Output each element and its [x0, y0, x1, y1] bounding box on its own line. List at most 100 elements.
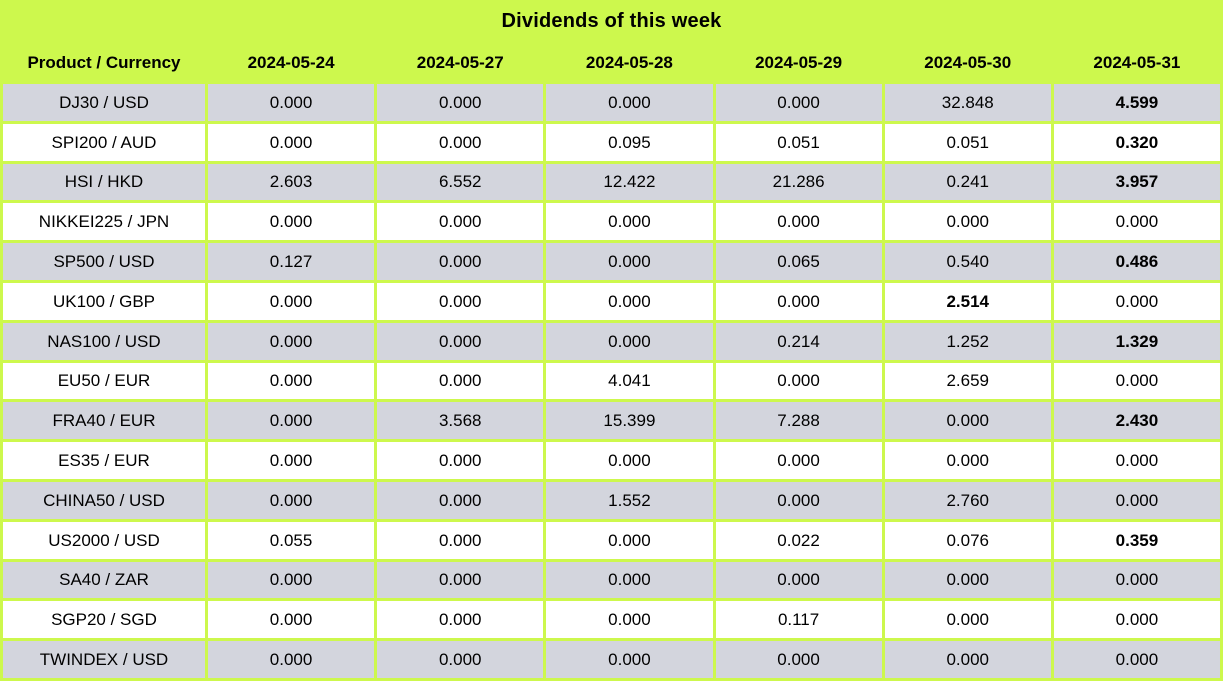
value-cell: 0.000	[884, 203, 1051, 241]
value-cell: 4.599	[1053, 84, 1220, 121]
value-cell: 0.320	[1053, 123, 1220, 161]
product-cell: DJ30 / USD	[3, 84, 205, 121]
value-cell: 0.000	[377, 481, 544, 519]
value-cell: 0.000	[1053, 203, 1220, 241]
value-cell: 0.000	[884, 641, 1051, 678]
date-column-header-4: 2024-05-30	[924, 53, 1012, 72]
product-cell: NIKKEI225 / JPN	[3, 203, 205, 241]
value-cell: 0.000	[1053, 362, 1220, 400]
value-cell: 0.000	[208, 362, 375, 400]
value-cell: 0.000	[377, 84, 544, 121]
value-cell: 0.000	[377, 641, 544, 678]
value-cell: 7.288	[715, 402, 882, 440]
value-cell: 0.076	[884, 521, 1051, 559]
value-cell: 0.486	[1053, 243, 1220, 280]
table-header-row: Product / Currency 2024-05-24 2024-05-27 20…	[0, 42, 1223, 84]
value-cell: 2.603	[208, 163, 375, 201]
value-cell: 21.286	[715, 163, 882, 201]
product-cell: HSI / HKD	[3, 163, 205, 201]
date-column-header-3: 2024-05-29	[755, 53, 843, 72]
value-cell: 0.022	[715, 521, 882, 559]
value-cell: 3.568	[377, 402, 544, 440]
value-cell: 0.000	[208, 402, 375, 440]
value-cell: 0.000	[715, 481, 882, 519]
product-cell: US2000 / USD	[3, 521, 205, 559]
value-cell: 0.000	[1053, 481, 1220, 519]
value-cell: 2.430	[1053, 402, 1220, 440]
product-cell: FRA40 / EUR	[3, 402, 205, 440]
value-cell: 0.000	[377, 521, 544, 559]
value-cell: 6.552	[377, 163, 544, 201]
value-cell: 0.000	[377, 561, 544, 599]
value-cell: 0.051	[884, 123, 1051, 161]
value-cell: 0.000	[1053, 641, 1220, 678]
value-cell: 32.848	[884, 84, 1051, 121]
value-cell: 0.000	[715, 362, 882, 400]
product-cell: SPI200 / AUD	[3, 123, 205, 161]
product-cell: SP500 / USD	[3, 243, 205, 280]
value-cell: 0.000	[884, 402, 1051, 440]
value-cell: 0.000	[546, 282, 713, 320]
value-cell: 1.252	[884, 322, 1051, 360]
date-column-header-5: 2024-05-31	[1093, 53, 1181, 72]
value-cell: 0.055	[208, 521, 375, 559]
value-cell: 0.000	[208, 282, 375, 320]
product-cell: EU50 / EUR	[3, 362, 205, 400]
value-cell: 0.000	[715, 203, 882, 241]
date-column-header-0: 2024-05-24	[247, 53, 335, 72]
product-cell: SA40 / ZAR	[3, 561, 205, 599]
value-cell: 0.359	[1053, 521, 1220, 559]
value-cell: 0.000	[546, 203, 713, 241]
value-cell: 0.117	[715, 601, 882, 639]
value-cell: 0.000	[208, 561, 375, 599]
value-cell: 0.000	[377, 282, 544, 320]
product-cell: ES35 / EUR	[3, 442, 205, 479]
value-cell: 0.000	[715, 442, 882, 479]
value-cell: 0.095	[546, 123, 713, 161]
value-cell: 0.000	[884, 442, 1051, 479]
product-cell: CHINA50 / USD	[3, 481, 205, 519]
value-cell: 0.000	[884, 561, 1051, 599]
value-cell: 0.000	[208, 322, 375, 360]
value-cell: 0.000	[1053, 282, 1220, 320]
value-cell: 15.399	[546, 402, 713, 440]
value-cell: 1.552	[546, 481, 713, 519]
value-cell: 0.000	[884, 601, 1051, 639]
value-cell: 0.540	[884, 243, 1051, 280]
value-cell: 0.000	[377, 322, 544, 360]
value-cell: 0.000	[208, 203, 375, 241]
product-cell: TWINDEX / USD	[3, 641, 205, 678]
date-column-header-2: 2024-05-28	[585, 53, 673, 72]
value-cell: 0.000	[208, 601, 375, 639]
value-cell: 4.041	[546, 362, 713, 400]
product-currency-header: Product / Currency	[27, 53, 181, 72]
value-cell: 0.000	[546, 84, 713, 121]
value-cell: 0.000	[546, 601, 713, 639]
value-cell: 0.000	[715, 84, 882, 121]
value-cell: 2.514	[884, 282, 1051, 320]
product-cell: UK100 / GBP	[3, 282, 205, 320]
value-cell: 2.659	[884, 362, 1051, 400]
value-cell: 3.957	[1053, 163, 1220, 201]
value-cell: 0.241	[884, 163, 1051, 201]
value-cell: 0.000	[377, 123, 544, 161]
value-cell: 0.051	[715, 123, 882, 161]
value-cell: 0.000	[377, 203, 544, 241]
product-cell: SGP20 / SGD	[3, 601, 205, 639]
value-cell: 0.127	[208, 243, 375, 280]
value-cell: 1.329	[1053, 322, 1220, 360]
table-body: DJ30 / USD 0.000 0.000 0.000 0.000 32.848 4.59…	[0, 84, 1223, 681]
value-cell: 0.000	[208, 442, 375, 479]
value-cell: 0.000	[208, 641, 375, 678]
value-cell: 0.000	[208, 84, 375, 121]
date-column-header-1: 2024-05-27	[416, 53, 504, 72]
value-cell: 0.000	[377, 601, 544, 639]
page-title: Dividends of this week	[501, 9, 722, 32]
value-cell: 0.000	[1053, 601, 1220, 639]
value-cell: 0.000	[208, 123, 375, 161]
value-cell: 0.065	[715, 243, 882, 280]
value-cell: 0.000	[715, 641, 882, 678]
value-cell: 0.000	[546, 521, 713, 559]
value-cell: 0.000	[377, 442, 544, 479]
